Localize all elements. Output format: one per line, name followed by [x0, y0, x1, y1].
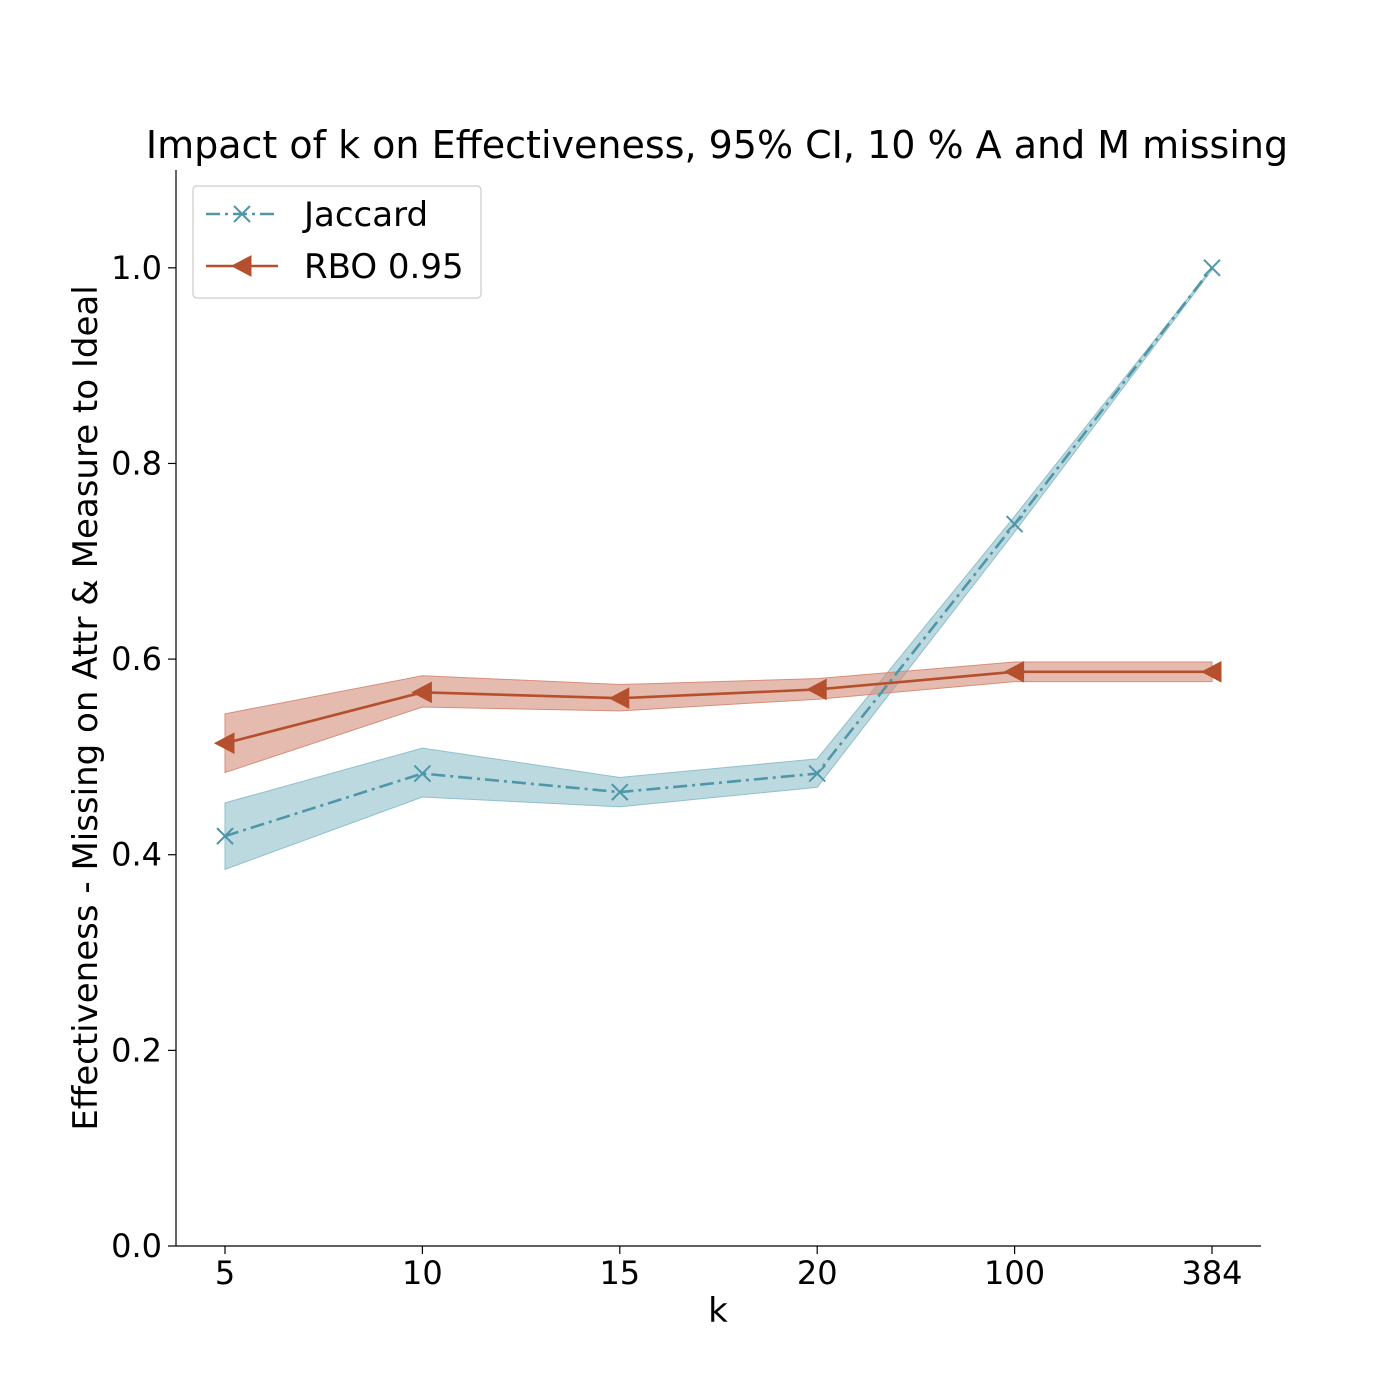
y-tick-label: 0.6: [111, 640, 162, 678]
y-tick-label: 0.8: [111, 444, 162, 482]
jaccard-line: [224, 267, 1214, 838]
rbo-0-95-point: [411, 681, 432, 704]
rbo-0-95-point: [213, 732, 235, 755]
x-axis-label: k: [708, 1291, 728, 1331]
x-tick-label: 20: [797, 1254, 838, 1292]
y-tick-label: 0.4: [111, 836, 162, 874]
y-tick-label: 0.2: [111, 1031, 162, 1069]
x-tick-label: 10: [402, 1254, 443, 1292]
series-markers: [213, 259, 1222, 845]
rbo-0-95-ci-band: [224, 661, 1213, 774]
x-tick-label: 384: [1181, 1254, 1242, 1292]
rbo-0-95-line: [224, 670, 1212, 745]
jaccard-point: [611, 783, 629, 801]
legend-rbo-0-95-label: RBO 0.95: [304, 247, 464, 287]
legend-jaccard-label: Jaccard: [302, 195, 428, 235]
y-tick-label: 0.0: [111, 1227, 162, 1265]
jaccard-ci-band: [224, 266, 1213, 871]
jaccard-point: [216, 827, 234, 845]
jaccard-point: [413, 764, 432, 783]
jaccard-point: [1203, 259, 1221, 277]
rbo-0-95-point: [608, 687, 630, 710]
rbo-0-95-point: [1003, 660, 1025, 683]
chart-title: Impact of k on Effectiveness, 95% CI, 10…: [146, 123, 1288, 167]
ci-bands: [224, 266, 1213, 871]
x-tick-label: 100: [984, 1254, 1045, 1292]
x-tick-label: 5: [215, 1254, 235, 1292]
legend: Jaccard RBO 0.95: [192, 185, 482, 299]
series-lines: [224, 267, 1214, 838]
rbo-0-95-point: [806, 678, 827, 701]
jaccard-point: [1005, 515, 1024, 533]
jaccard-point: [808, 764, 826, 783]
rbo-0-95-point: [1200, 660, 1222, 683]
legend-jaccard-marker: [233, 205, 251, 223]
y-tick-label: 1.0: [111, 249, 162, 287]
x-tick-label: 15: [599, 1254, 640, 1292]
y-ticks: 0.0 0.2 0.4 0.6 0.8 1.0: [111, 249, 176, 1265]
x-ticks: 5 10 15 20 100 384: [215, 1246, 1243, 1292]
legend-rbo-0-95-marker: [230, 255, 252, 277]
y-axis-label: Effectiveness - Missing on Attr & Measur…: [66, 285, 106, 1130]
